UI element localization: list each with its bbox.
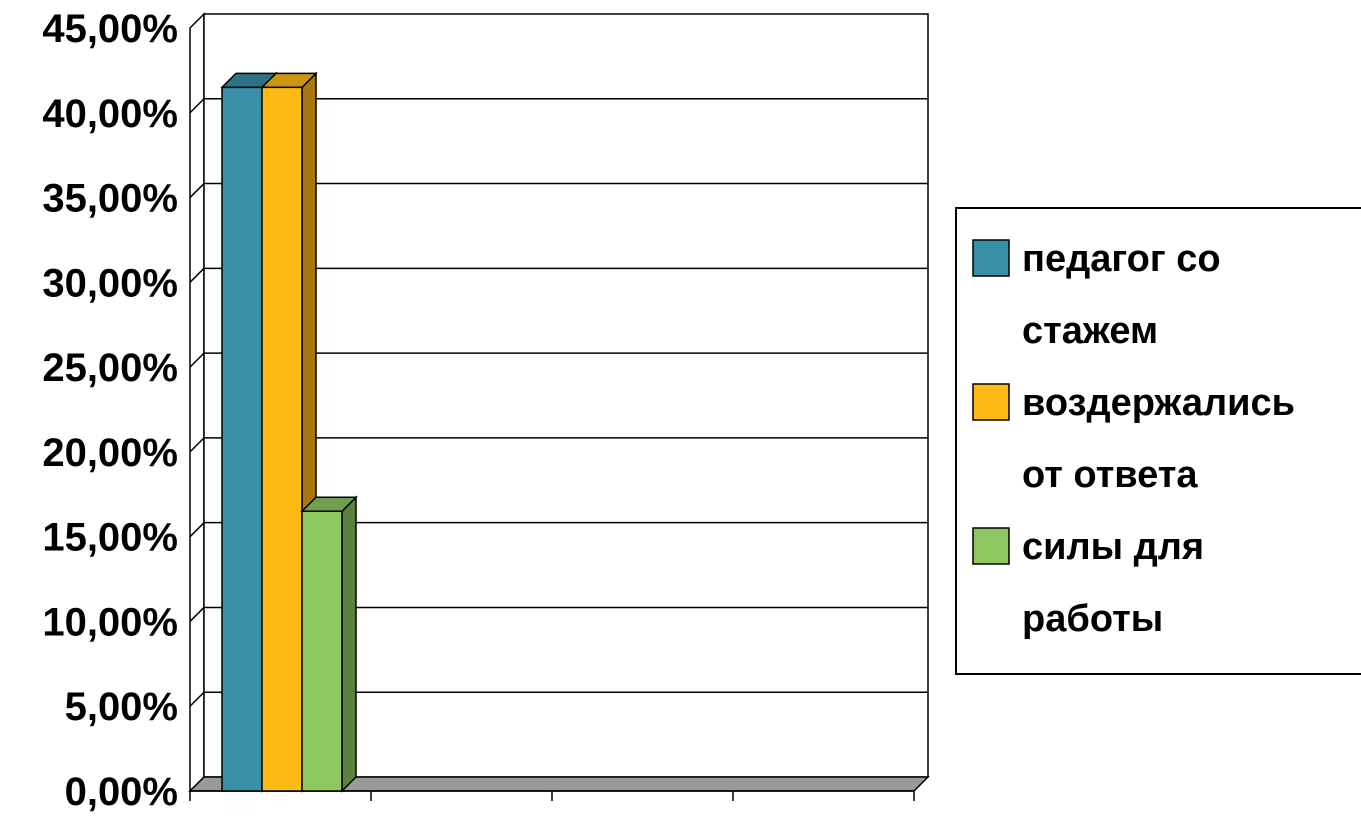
legend-item: воздержались от ответа: [972, 382, 1295, 496]
gridline-side: [189, 267, 205, 283]
gridline-side: [189, 98, 205, 114]
side-wall: [189, 12, 205, 793]
y-tick-label: 0,00%: [65, 770, 178, 814]
gridline-side: [189, 183, 205, 199]
legend-label: силы для: [1022, 526, 1204, 568]
y-tick-label: 20,00%: [42, 431, 178, 475]
legend-swatch: [972, 383, 1010, 421]
gridline-side: [189, 522, 205, 538]
bar-front: [261, 86, 303, 792]
gridline-side: [189, 606, 205, 622]
bar-3: [300, 495, 358, 793]
legend-label: стажем: [1022, 310, 1158, 352]
legend-box: [955, 207, 1361, 675]
bar-front: [301, 510, 343, 792]
legend-swatch: [972, 239, 1010, 277]
y-tick-label: 15,00%: [42, 516, 178, 560]
y-tick-label: 25,00%: [42, 346, 178, 390]
gridline-side: [189, 352, 205, 368]
bars: [220, 71, 358, 793]
y-tick-label: 10,00%: [42, 600, 178, 644]
y-tick-label: 5,00%: [65, 685, 178, 729]
bar-side: [341, 495, 357, 793]
legend-label: от ответа: [1022, 454, 1198, 496]
legend-label: воздержались: [1022, 382, 1295, 424]
legend-swatch: [972, 527, 1010, 565]
legend-item: педагог со стажем: [972, 238, 1221, 352]
y-axis: 0,00% 5,00% 10,00% 15,00% 20,00% 25,00% 30,00%…: [42, 7, 178, 814]
gridline-side: [189, 437, 205, 453]
y-tick-label: 45,00%: [42, 7, 178, 51]
legend-label: педагог со: [1022, 238, 1221, 280]
y-tick-label: 30,00%: [42, 261, 178, 305]
bar-front: [221, 86, 263, 792]
y-tick-label: 35,00%: [42, 177, 178, 221]
y-tick-label: 40,00%: [42, 92, 178, 136]
legend: педагог со стажем воздержались от ответа сил…: [955, 207, 1361, 675]
legend-label: работы: [1022, 598, 1163, 640]
legend-item: силы для работы: [972, 526, 1204, 640]
gridline-side: [189, 691, 205, 707]
